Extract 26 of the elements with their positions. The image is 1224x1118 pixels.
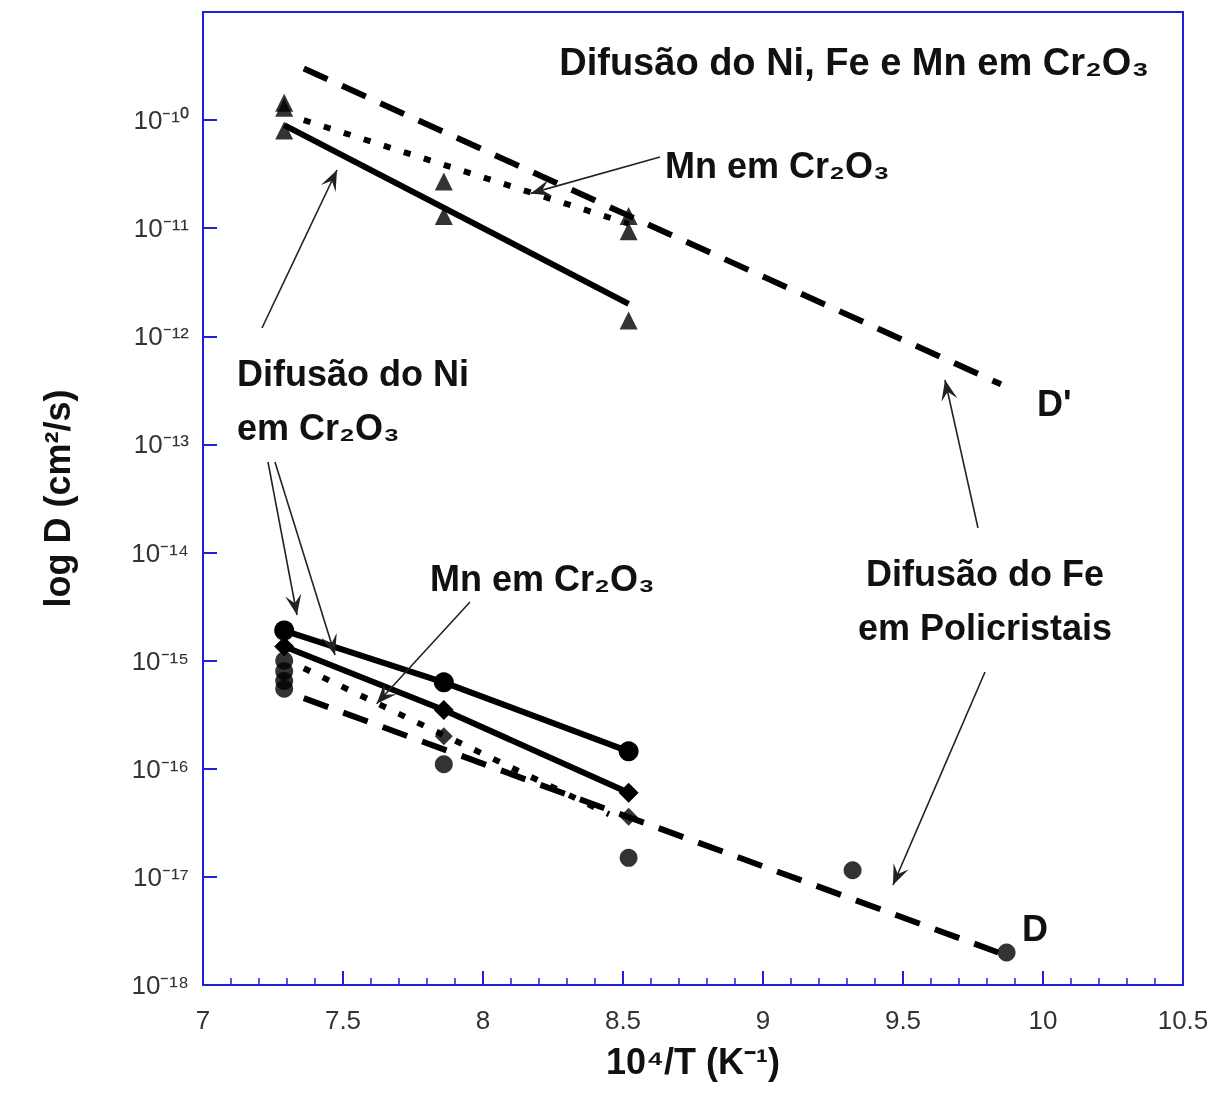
x-tick-label: 7.5 xyxy=(324,1005,362,1035)
annotation: Difusão do Fe em Policristais xyxy=(857,552,1113,648)
y-tick-label: 10⁻¹⁵ xyxy=(131,645,189,676)
annotation: D' xyxy=(1037,382,1072,424)
x-tick-label: 10 xyxy=(1028,1005,1058,1035)
x-tick-label: 7 xyxy=(195,1005,211,1035)
y-tick-label: 10⁻¹⁷ xyxy=(133,861,189,892)
y-tick-label: 10⁻¹¹ xyxy=(133,213,190,244)
x-tick-label: 9 xyxy=(755,1005,771,1035)
y-axis-title: log D (cm²/s) xyxy=(36,389,78,608)
y-tick-label: 10⁻¹⁸ xyxy=(131,970,189,1000)
x-tick-label: 10.5 xyxy=(1157,1005,1209,1035)
y-tick-label: 10⁻¹⁶ xyxy=(131,753,189,784)
annotation: Mn em Cr₂O₃ xyxy=(430,557,655,599)
y-tick-label: 10⁻¹⁴ xyxy=(131,537,189,568)
annotation: D xyxy=(1022,907,1048,949)
x-tick-label: 9.5 xyxy=(884,1005,922,1035)
x-tick-label: 8.5 xyxy=(604,1005,642,1035)
annotation: Mn em Cr₂O₃ xyxy=(665,144,890,186)
y-tick-label: 10⁻¹³ xyxy=(133,429,190,460)
y-tick-label: 10⁻¹² xyxy=(133,321,190,352)
x-axis-title: 10⁴/T (K⁻¹) xyxy=(606,1040,780,1082)
text: Difusão do Ni, Fe e Mn em Cr₂O₃ xyxy=(559,41,1150,83)
y-tick-label: 10⁻¹⁰ xyxy=(133,105,189,136)
annotation: Difusão do Ni em Cr₂O₃ xyxy=(237,352,469,448)
x-tick-label: 8 xyxy=(475,1005,491,1035)
